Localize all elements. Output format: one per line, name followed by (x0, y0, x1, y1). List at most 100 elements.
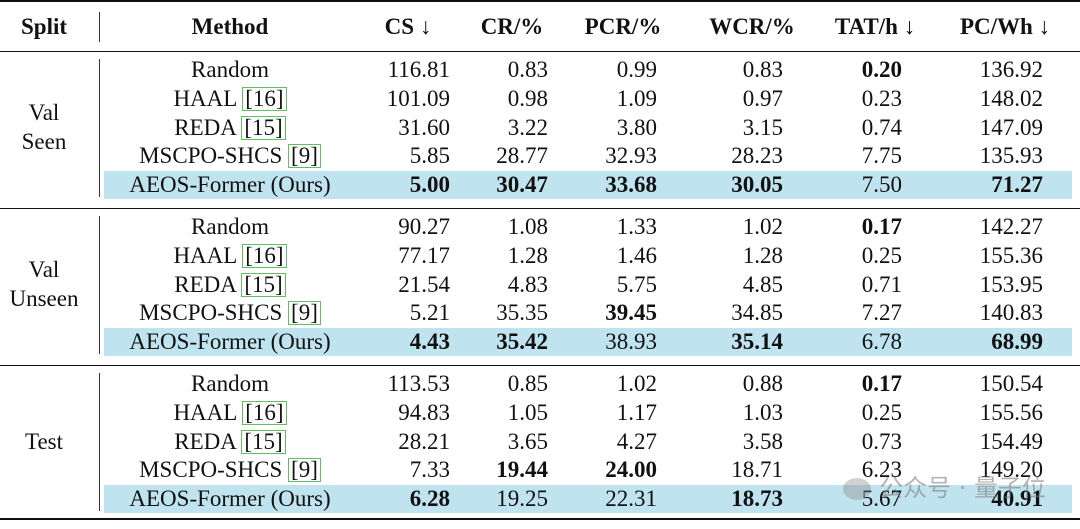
value-cell: 155.36 (979, 242, 1043, 268)
value-cell: 116.81 (387, 57, 450, 82)
citation-link[interactable]: [9] (288, 458, 321, 483)
citation-link[interactable]: [15] (241, 115, 286, 140)
top-rule (0, 0, 1080, 2)
value-cell: 150.54 (979, 371, 1043, 396)
value-cell: 135.93 (979, 143, 1043, 169)
value-cell: 0.20 (861, 57, 902, 82)
method-name: MSCPO-SHCS [9] (104, 298, 356, 327)
value-cell: 1.46 (616, 242, 657, 268)
value-cell: 4.43 (409, 329, 450, 355)
value-cell: 34.85 (731, 300, 783, 326)
split-divider (99, 216, 100, 354)
citation-link[interactable]: [16] (242, 86, 287, 111)
value-cell: 1.03 (742, 399, 783, 425)
method-name: Random (104, 369, 356, 398)
method-name: MSCPO-SHCS [9] (104, 455, 356, 484)
method-name: AEOS-Former (Ours) (104, 170, 356, 199)
highlight-row-bg (104, 327, 1072, 356)
value-cell: 140.83 (979, 300, 1043, 326)
method-name: REDA [15] (104, 427, 356, 456)
value-cell: 3.15 (742, 114, 783, 140)
value-cell: 3.22 (507, 114, 548, 140)
method-name: REDA [15] (104, 270, 356, 299)
value-cell: 0.98 (507, 85, 548, 111)
method-label: MSCPO-SHCS (139, 143, 283, 169)
value-cell: 6.28 (409, 486, 450, 512)
watermark: 公众号 · 量子位 (843, 468, 1046, 503)
value-cell: 5.85 (409, 143, 450, 169)
method-name: REDA [15] (104, 113, 356, 142)
method-name: MSCPO-SHCS [9] (104, 141, 356, 170)
bottom-rule (0, 518, 1080, 520)
method-label: HAAL (173, 399, 237, 425)
value-cell: 3.58 (742, 428, 783, 454)
method-name: HAAL [16] (104, 398, 356, 427)
value-cell: 4.83 (507, 271, 548, 297)
watermark-text: 公众号 · 量子位 (879, 474, 1046, 502)
value-cell: 154.49 (979, 428, 1043, 454)
value-cell: 0.25 (861, 242, 902, 268)
citation-link[interactable]: [15] (241, 272, 286, 297)
method-name: Random (104, 55, 356, 84)
value-cell: 19.44 (496, 457, 548, 483)
value-cell: 39.45 (605, 300, 657, 326)
value-cell: 5.75 (616, 271, 657, 297)
column-header: PC/Wh ↓ (959, 14, 1051, 39)
column-header: CR/% (480, 14, 544, 39)
split-label: Unseen (9, 286, 79, 311)
value-cell: 147.09 (979, 114, 1043, 140)
value-cell: 136.92 (979, 57, 1043, 82)
value-cell: 4.27 (616, 428, 657, 454)
value-cell: 0.17 (861, 214, 902, 239)
value-cell: 1.28 (742, 242, 783, 268)
value-cell: 31.60 (398, 114, 450, 140)
method-label: MSCPO-SHCS (139, 300, 283, 326)
value-cell: 30.47 (496, 172, 548, 198)
value-cell: 0.74 (861, 114, 902, 140)
method-label: HAAL (173, 85, 237, 111)
value-cell: 40.91 (991, 486, 1043, 512)
column-header: PCR/% (584, 14, 662, 39)
value-cell: 153.95 (979, 271, 1043, 297)
value-cell: 77.17 (398, 242, 450, 268)
citation-link[interactable]: [9] (288, 144, 321, 169)
citation-link[interactable]: [15] (241, 429, 286, 454)
value-cell: 1.33 (616, 214, 657, 239)
value-cell: 6.23 (861, 457, 902, 483)
split-label: Val (28, 257, 60, 282)
value-cell: 21.54 (398, 271, 450, 297)
value-cell: 0.25 (861, 399, 902, 425)
value-cell: 0.85 (507, 371, 548, 396)
value-cell: 113.53 (387, 371, 450, 396)
value-cell: 0.73 (861, 428, 902, 454)
citation-link[interactable]: [16] (242, 400, 287, 425)
value-cell: 32.93 (605, 143, 657, 169)
value-cell: 7.33 (409, 457, 450, 483)
value-cell: 1.17 (616, 399, 657, 425)
value-cell: 90.27 (398, 214, 450, 239)
split-divider (99, 59, 100, 197)
value-cell: 155.56 (979, 399, 1043, 425)
value-cell: 1.05 (507, 399, 548, 425)
value-cell: 7.50 (861, 172, 902, 198)
highlight-row-bg (104, 484, 1072, 513)
value-cell: 22.31 (605, 486, 657, 512)
method-name: HAAL [16] (104, 241, 356, 270)
column-header: Split (20, 14, 68, 39)
method-label: HAAL (173, 242, 237, 268)
value-cell: 0.99 (616, 57, 657, 82)
highlight-row-bg (104, 170, 1072, 199)
method-label: AEOS-Former (Ours) (129, 172, 331, 198)
value-cell: 30.05 (731, 172, 783, 198)
method-label: Random (191, 214, 269, 239)
column-header: TAT/h ↓ (834, 14, 916, 39)
value-cell: 101.09 (386, 85, 450, 111)
citation-link[interactable]: [16] (242, 243, 287, 268)
citation-link[interactable]: [9] (288, 301, 321, 326)
value-cell: 18.73 (731, 486, 783, 512)
value-cell: 35.14 (731, 329, 783, 355)
value-cell: 6.78 (861, 329, 902, 355)
value-cell: 0.23 (861, 85, 902, 111)
value-cell: 148.02 (979, 85, 1043, 111)
value-cell: 1.02 (742, 214, 783, 239)
